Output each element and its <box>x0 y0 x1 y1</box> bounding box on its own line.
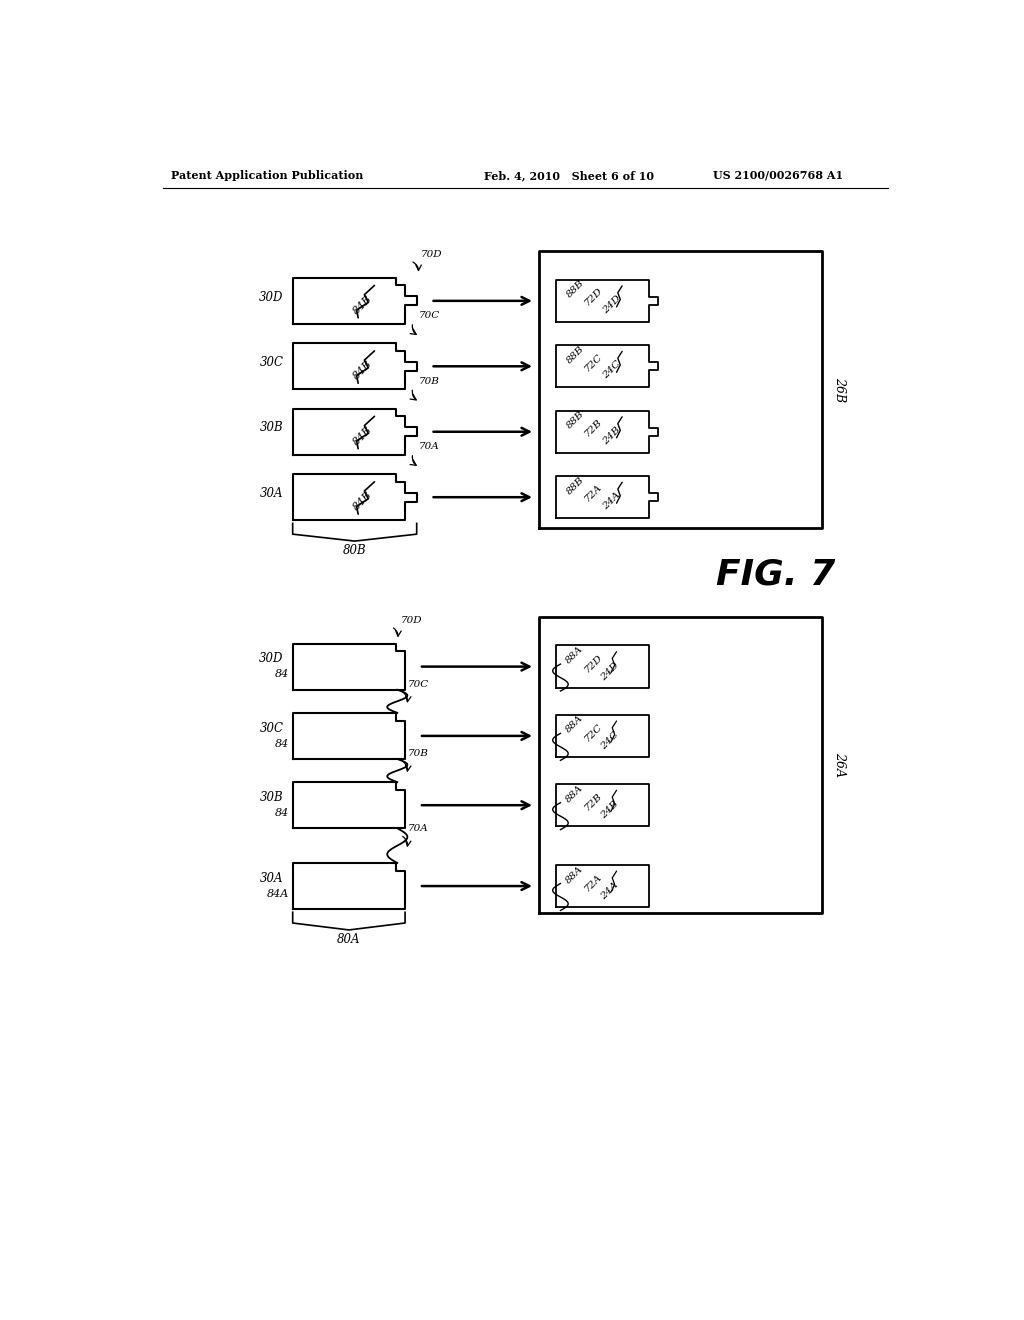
Text: 72B: 72B <box>583 417 604 438</box>
Text: 72B: 72B <box>583 792 604 813</box>
Text: 72A: 72A <box>583 873 604 894</box>
Text: 24B: 24B <box>601 425 622 446</box>
Text: 88A: 88A <box>563 714 585 735</box>
Text: 70C: 70C <box>409 680 429 689</box>
Text: 30A: 30A <box>260 487 284 500</box>
Text: 72C: 72C <box>583 722 604 743</box>
Text: 70B: 70B <box>418 378 439 385</box>
Text: 88A: 88A <box>563 644 585 665</box>
Text: 88A: 88A <box>563 783 585 804</box>
Text: 30B: 30B <box>260 791 284 804</box>
Text: 24B: 24B <box>599 799 621 821</box>
Text: 24A: 24A <box>599 880 621 902</box>
Text: 70D: 70D <box>421 251 442 259</box>
Text: 26B: 26B <box>834 376 846 403</box>
Text: 84B: 84B <box>351 359 374 381</box>
Text: 72A: 72A <box>583 483 604 504</box>
Text: 84B: 84B <box>351 490 374 512</box>
Text: 70A: 70A <box>418 442 439 451</box>
Text: 84: 84 <box>274 739 289 748</box>
Text: 26A: 26A <box>834 752 846 777</box>
Text: 80A: 80A <box>337 933 360 946</box>
Text: 84A: 84A <box>266 888 289 899</box>
Text: 88B: 88B <box>565 279 586 300</box>
Text: 70C: 70C <box>418 312 439 321</box>
Text: 84: 84 <box>274 808 289 818</box>
Text: 30D: 30D <box>259 652 284 665</box>
Text: Patent Application Publication: Patent Application Publication <box>171 170 362 181</box>
Text: 70A: 70A <box>409 824 429 833</box>
Text: 24C: 24C <box>601 359 623 381</box>
Text: 72D: 72D <box>583 286 604 308</box>
Text: 70D: 70D <box>400 616 422 626</box>
Text: Feb. 4, 2010   Sheet 6 of 10: Feb. 4, 2010 Sheet 6 of 10 <box>484 170 654 181</box>
Text: 30A: 30A <box>260 871 284 884</box>
Text: 80B: 80B <box>343 544 367 557</box>
Text: 70B: 70B <box>409 750 429 758</box>
Text: 72C: 72C <box>583 351 604 374</box>
Text: 84B: 84B <box>351 424 374 447</box>
Text: 24A: 24A <box>601 491 622 512</box>
Text: 24C: 24C <box>599 730 621 751</box>
Text: 88B: 88B <box>565 475 586 496</box>
Text: 30B: 30B <box>260 421 284 434</box>
Text: 24D: 24D <box>601 294 623 315</box>
Text: FIG. 7: FIG. 7 <box>716 557 835 591</box>
Text: 88A: 88A <box>563 865 585 884</box>
Text: 30D: 30D <box>259 290 284 304</box>
Text: 84B: 84B <box>351 293 374 317</box>
Text: 88B: 88B <box>565 345 586 366</box>
Text: 30C: 30C <box>259 722 284 735</box>
Text: 30C: 30C <box>259 356 284 370</box>
Text: 84: 84 <box>274 669 289 680</box>
Text: 24D: 24D <box>599 660 621 682</box>
Text: 72D: 72D <box>583 652 604 675</box>
Text: 88B: 88B <box>565 409 586 430</box>
Text: US 2100/0026768 A1: US 2100/0026768 A1 <box>713 170 843 181</box>
